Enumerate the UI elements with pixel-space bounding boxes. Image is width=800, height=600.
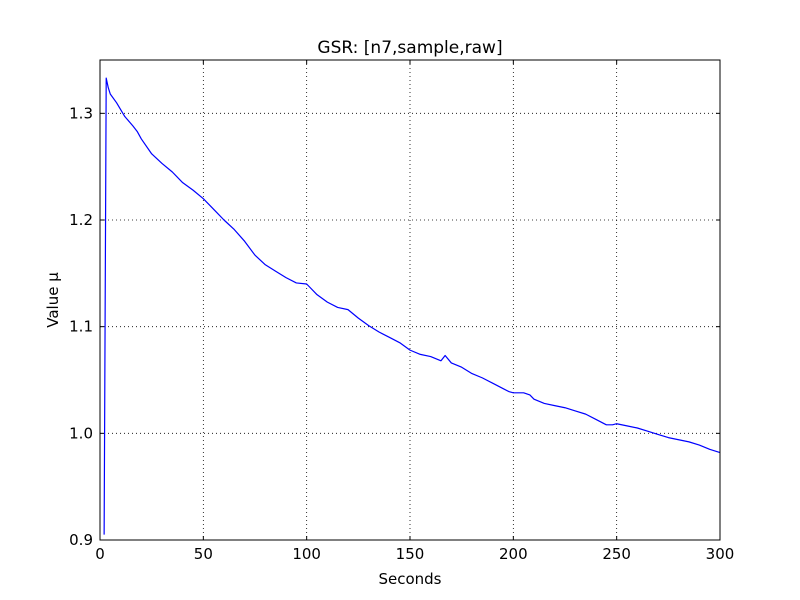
gsr-series-line — [103, 77, 721, 535]
x-tick-label: 250 — [602, 545, 631, 563]
y-tick-label: 1.3 — [69, 104, 93, 122]
y-tick-label: 1.2 — [69, 211, 93, 229]
x-tick-label: 150 — [396, 545, 425, 563]
y-axis-label: Value µ — [44, 272, 62, 328]
x-tick-label: 50 — [194, 545, 213, 563]
x-axis-label: Seconds — [378, 570, 441, 588]
x-tick-label: 300 — [706, 545, 735, 563]
y-tick-label: 0.9 — [69, 531, 93, 549]
y-tick-label: 1.1 — [69, 318, 93, 336]
chart-title: GSR: [n7,sample,raw] — [317, 38, 502, 58]
y-tick-label: 1.0 — [69, 424, 93, 442]
series-group — [103, 77, 721, 535]
x-tick-label: 0 — [95, 545, 105, 563]
x-tick-label: 100 — [292, 545, 321, 563]
tick-group: 0 50 100 150 200 250 300 0.9 1.0 1.1 1.2 1.3 — [69, 60, 734, 563]
grid-lines — [100, 60, 720, 540]
x-tick-label: 200 — [499, 545, 528, 563]
